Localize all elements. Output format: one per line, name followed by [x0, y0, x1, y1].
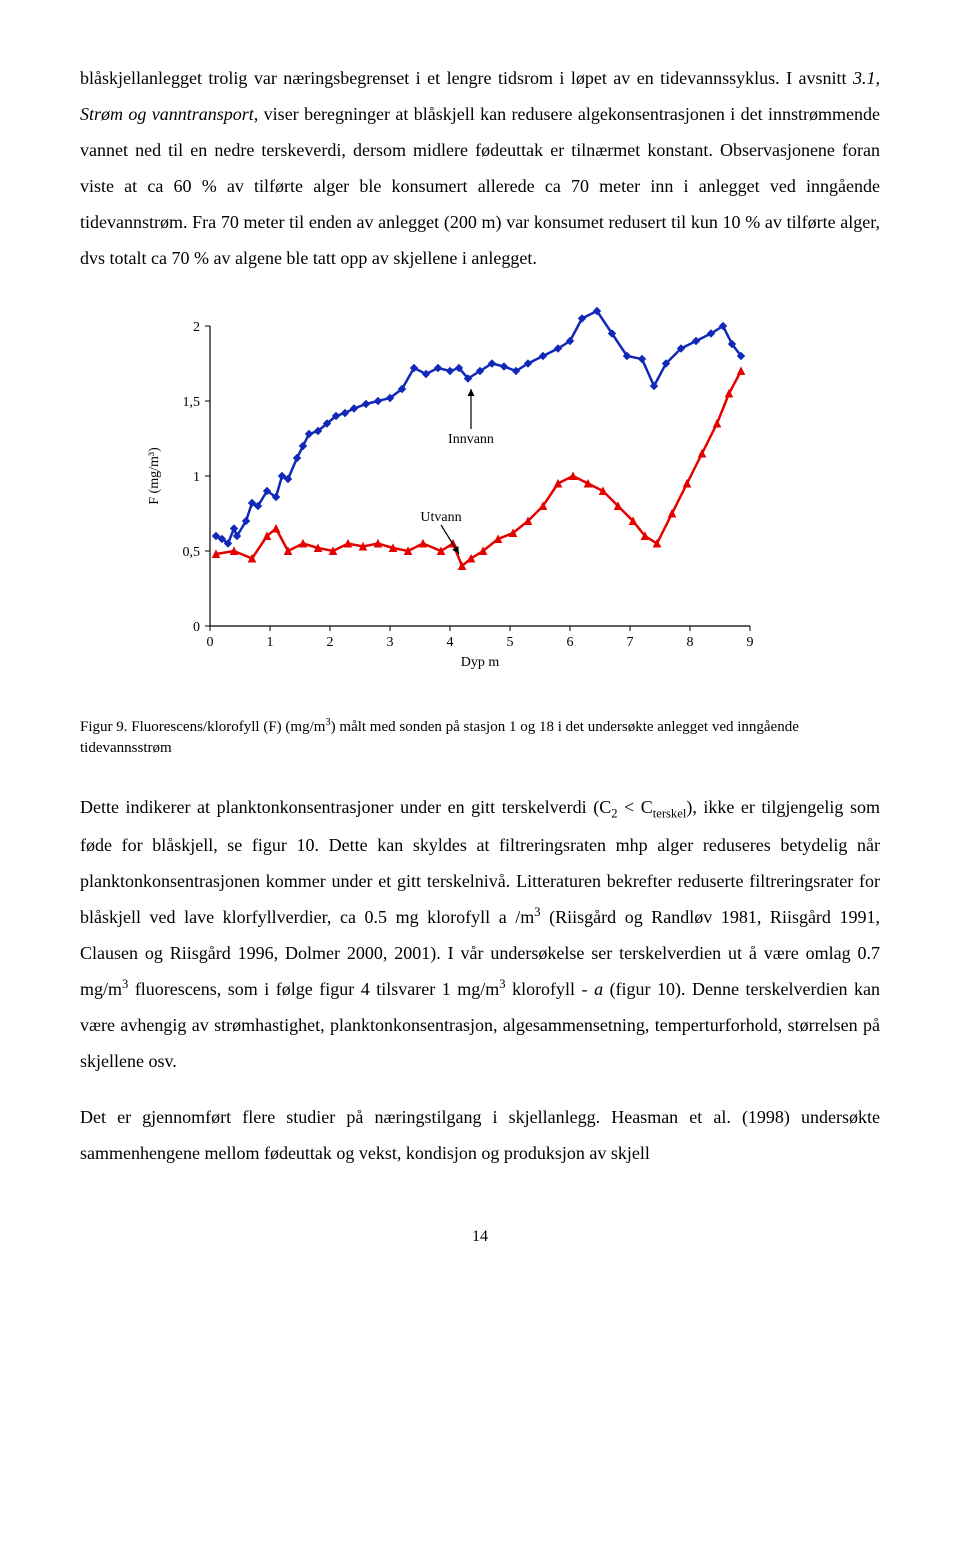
svg-text:1: 1	[193, 470, 200, 485]
p2-b: < C	[618, 797, 653, 817]
svg-text:0,5: 0,5	[183, 545, 201, 560]
svg-text:2: 2	[193, 320, 200, 335]
figure-caption: Figur 9. Fluorescens/klorofyll (F) (mg/m…	[80, 716, 880, 759]
svg-text:5: 5	[507, 635, 514, 650]
paragraph-1: blåskjellanlegget trolig var næringsbegr…	[80, 60, 880, 276]
p1-c: , viser beregninger at blåskjell kan red…	[80, 104, 880, 268]
svg-text:7: 7	[627, 635, 634, 650]
svg-text:0: 0	[207, 635, 214, 650]
paragraph-2: Dette indikerer at planktonkonsentrasjon…	[80, 789, 880, 1079]
svg-text:Utvann: Utvann	[420, 510, 461, 525]
svg-text:9: 9	[747, 635, 754, 650]
page-number: 14	[80, 1221, 880, 1253]
svg-text:0: 0	[193, 620, 200, 635]
svg-text:8: 8	[687, 635, 694, 650]
svg-text:1: 1	[267, 635, 274, 650]
svg-text:6: 6	[567, 635, 574, 650]
p2-sub2: terskel	[653, 807, 687, 821]
svg-text:Dyp m: Dyp m	[461, 655, 500, 670]
p2-g: a	[594, 979, 603, 999]
svg-text:F (mg/m³): F (mg/m³)	[147, 447, 162, 505]
svg-text:2: 2	[327, 635, 334, 650]
paragraph-3: Det er gjennomført flere studier på næri…	[80, 1099, 880, 1171]
p2-e: fluorescens, som i følge figur 4 tilsvar…	[128, 979, 499, 999]
chart-area: 0 0,5 1 1,5 2 0 1 2 3 4 5 6 7 8 9 Dyp m F (mg/m³) Innvann…	[140, 306, 840, 686]
chart-svg: 0 0,5 1 1,5 2 0 1 2 3 4 5 6 7 8 9 Dyp m F (mg/m³) Innvann…	[140, 306, 780, 686]
cap-a: Figur 9. Fluorescens/klorofyll (F) (mg/m	[80, 719, 325, 735]
p2-a: Dette indikerer at planktonkonsentrasjon…	[80, 797, 611, 817]
p1-a: blåskjellanlegget trolig var næringsbegr…	[80, 68, 853, 88]
svg-text:4: 4	[447, 635, 454, 650]
svg-text:Innvann: Innvann	[448, 432, 494, 447]
p2-f: klorofyll -	[506, 979, 595, 999]
svg-text:1,5: 1,5	[183, 395, 201, 410]
svg-text:3: 3	[387, 635, 394, 650]
